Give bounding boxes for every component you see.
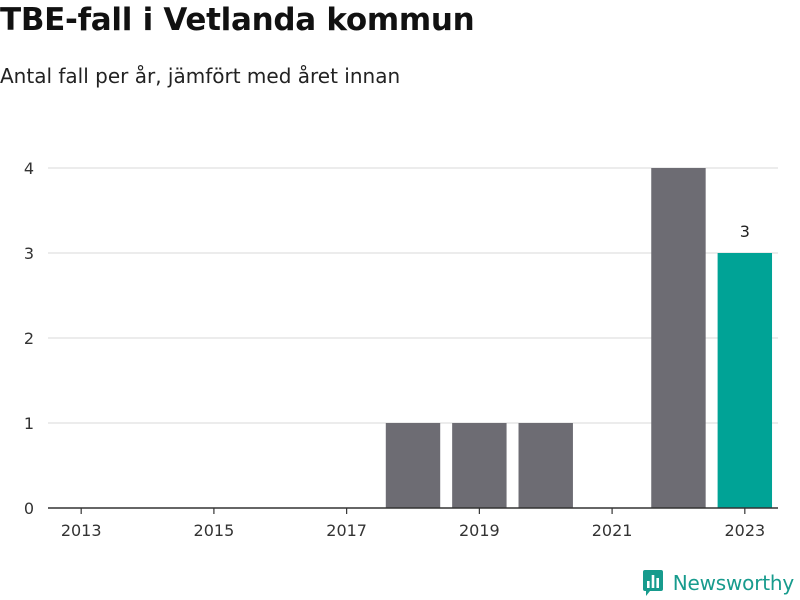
newsworthy-logo-icon <box>642 570 663 596</box>
y-tick-label: 2 <box>24 329 34 348</box>
bar-2023 <box>717 253 773 508</box>
chart-title: TBE-fall i Vetlanda kommun <box>0 2 475 38</box>
newsworthy-brand-text: Newsworthy <box>672 571 794 595</box>
newsworthy-logo: Newsworthy <box>641 569 794 597</box>
x-tick-label: 2021 <box>592 521 633 540</box>
y-tick-label: 0 <box>24 499 34 518</box>
x-tick-label: 2013 <box>61 521 102 540</box>
bar-2022 <box>651 168 706 508</box>
x-tick-label: 2023 <box>724 521 765 540</box>
x-tick-label: 2015 <box>194 521 235 540</box>
y-tick-label: 1 <box>24 414 34 433</box>
y-tick-label: 4 <box>24 159 34 178</box>
bar-2019 <box>452 423 507 508</box>
x-tick-label: 2017 <box>326 521 367 540</box>
bar-2018 <box>385 423 441 508</box>
x-tick-label: 2019 <box>459 521 500 540</box>
y-tick-label: 3 <box>24 244 34 263</box>
data-label: 3 <box>740 222 750 241</box>
bar-2020 <box>518 423 573 508</box>
chart-subtitle: Antal fall per år, jämfört med året inna… <box>0 64 401 88</box>
